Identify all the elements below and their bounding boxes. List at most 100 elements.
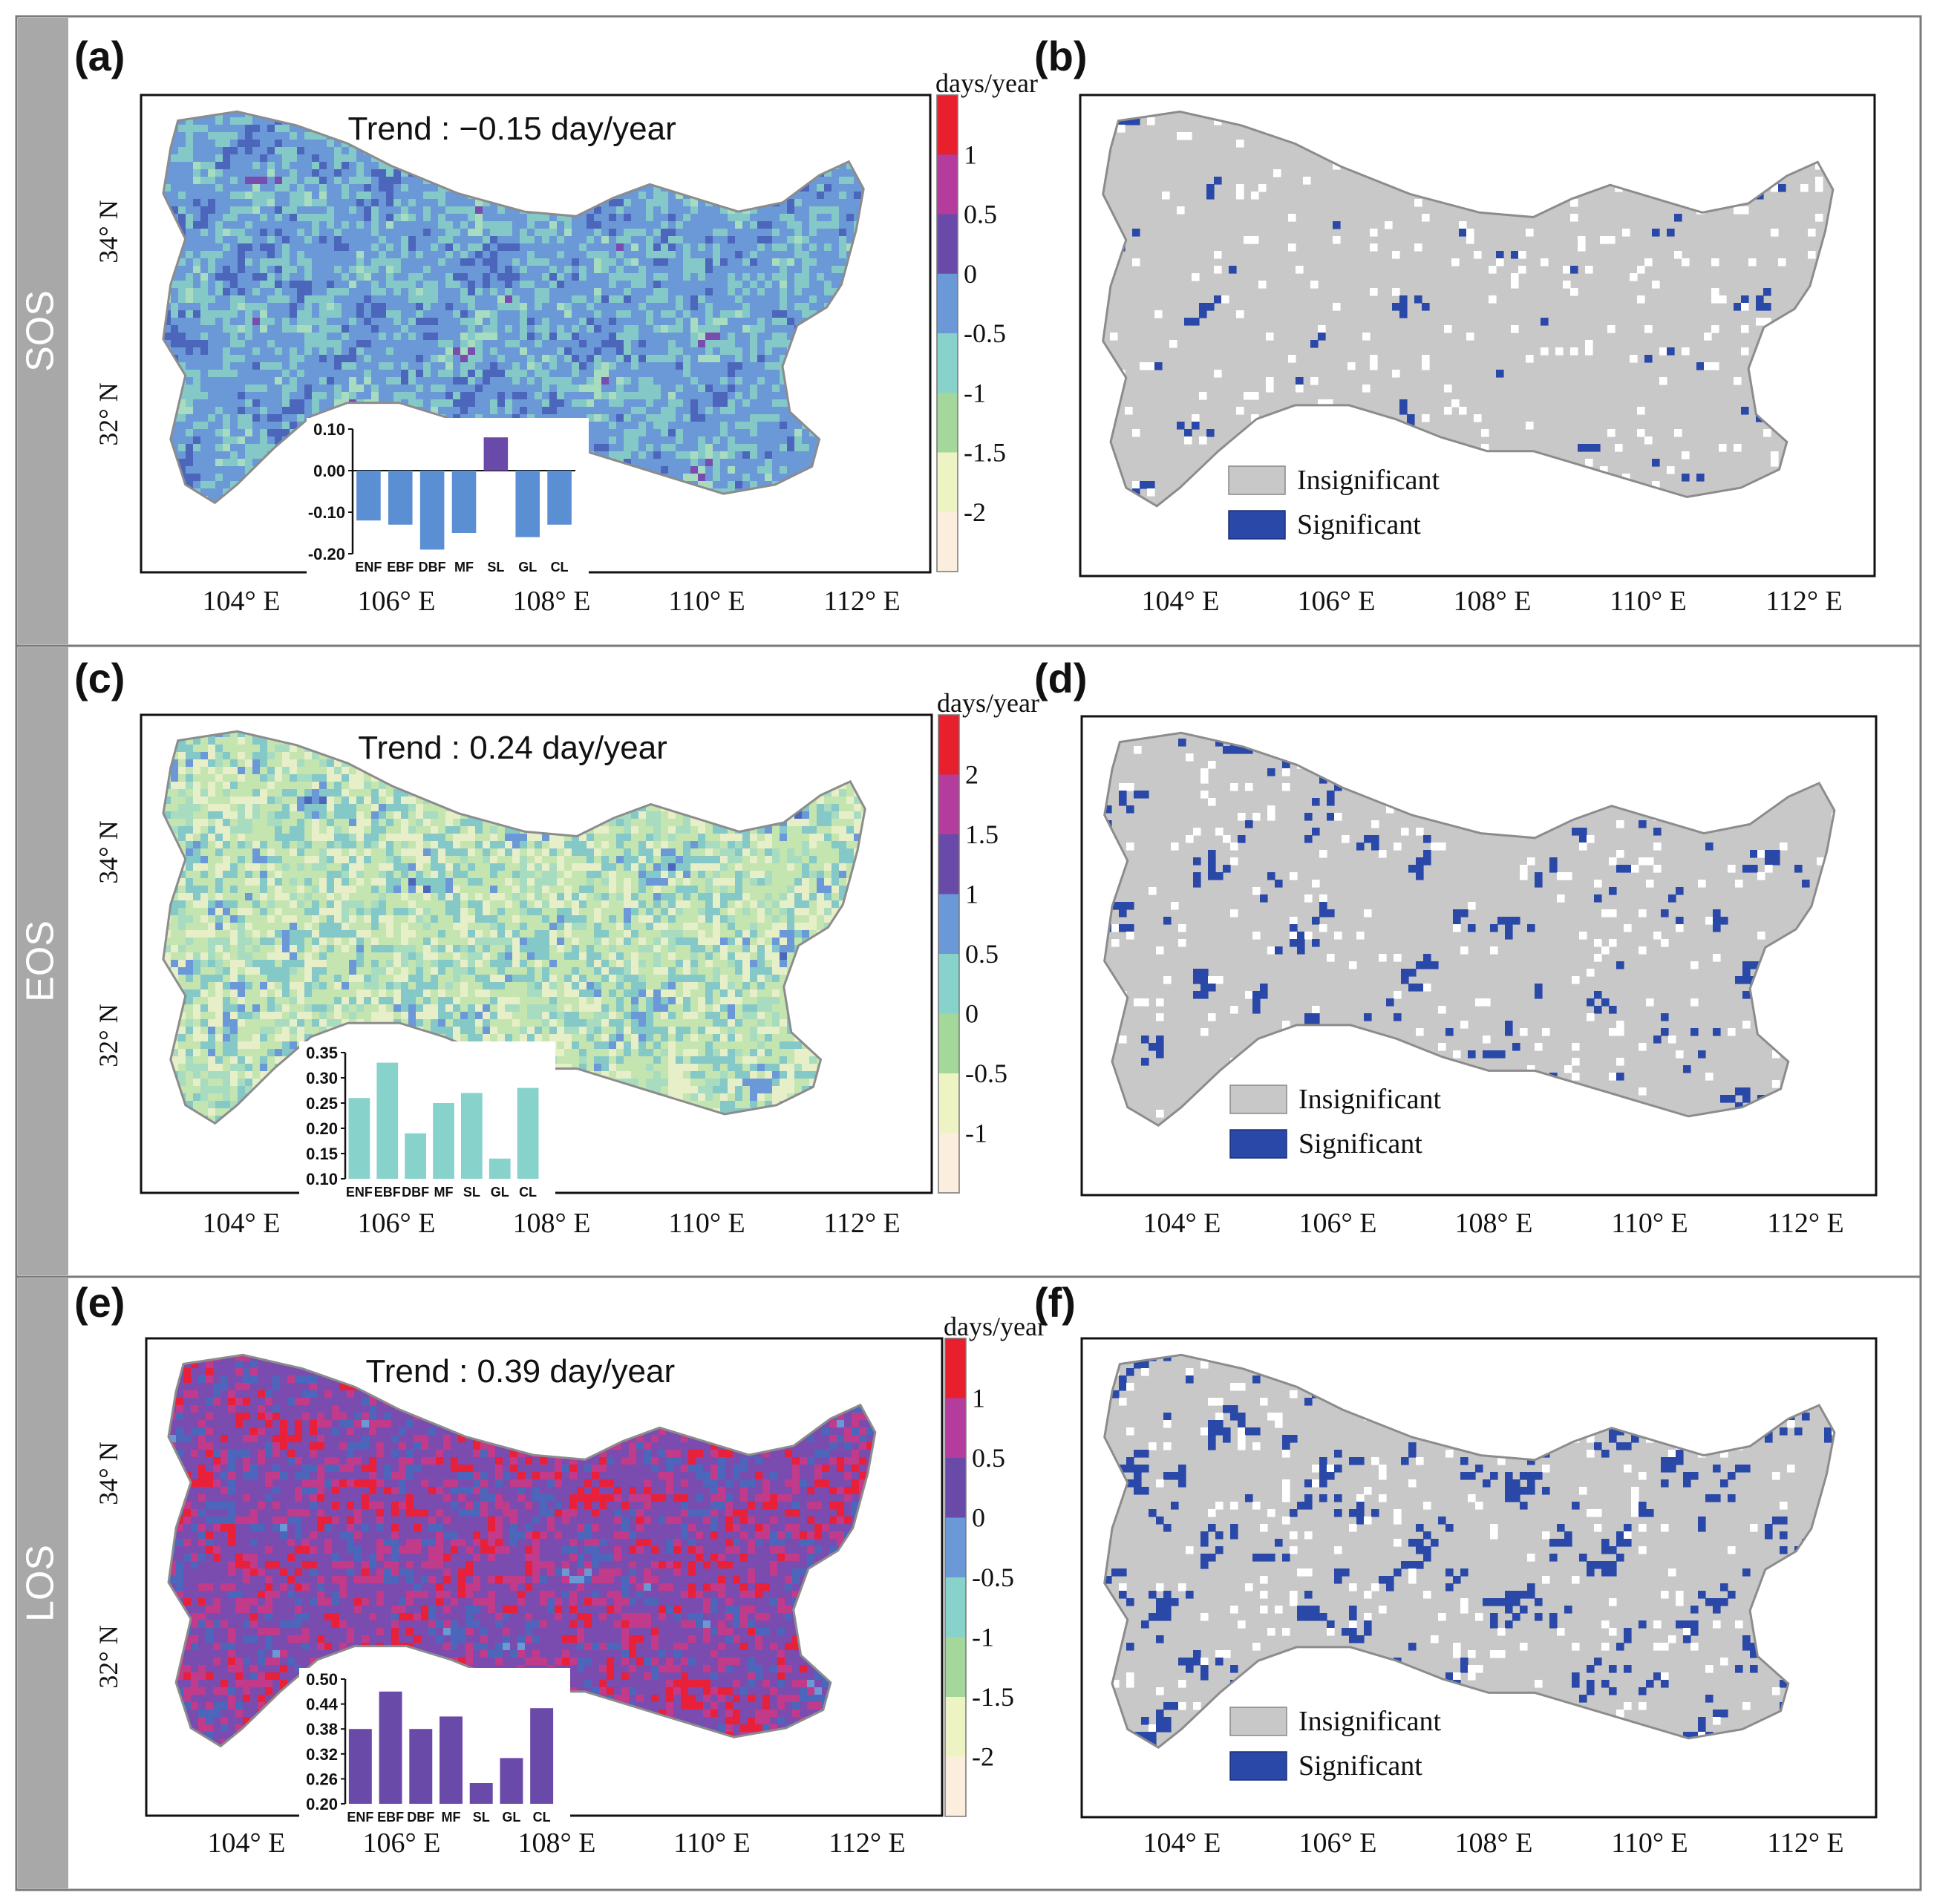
trend-map-cell <box>342 281 350 289</box>
trend-map-cell <box>772 340 780 348</box>
trend-map-cell <box>676 370 684 378</box>
trend-map-cell <box>490 236 498 244</box>
trend-map-cell <box>854 184 862 192</box>
trend-map-cell <box>705 310 713 318</box>
trend-map-cell <box>646 399 654 408</box>
trend-map-cell <box>186 273 194 281</box>
trend-map-cell <box>334 303 342 311</box>
trend-map-cell <box>186 258 194 266</box>
trend-map-cell <box>230 370 238 378</box>
trend-map-cell <box>423 303 431 311</box>
trend-map-cell <box>765 295 773 304</box>
trend-map-cell <box>282 392 290 400</box>
trend-map-cell <box>312 399 320 408</box>
trend-map-cell <box>750 295 758 304</box>
trend-map-cell <box>742 310 751 318</box>
trend-map-cell <box>742 229 751 237</box>
trend-map-cell <box>653 295 661 304</box>
trend-map-cell <box>186 295 194 304</box>
trend-map-cell <box>223 466 231 474</box>
trend-map-cell <box>497 347 506 356</box>
trend-map-cell <box>282 125 290 133</box>
trend-map-cell <box>230 333 238 341</box>
trend-map-cell <box>364 258 372 266</box>
trend-map-cell <box>549 273 558 281</box>
trend-map-cell <box>171 154 179 163</box>
trend-map-cell <box>386 325 394 333</box>
trend-map-cell <box>252 199 261 207</box>
trend-map-cell <box>327 273 335 281</box>
trend-map-cell <box>846 243 855 252</box>
trend-map-cell <box>334 399 342 408</box>
trend-map-cell <box>475 318 483 326</box>
trend-map-cell <box>453 192 461 200</box>
trend-map-cell <box>624 385 632 393</box>
trend-map-cell <box>208 147 216 155</box>
trend-map-cell <box>334 288 342 296</box>
trend-map-cell <box>223 206 231 215</box>
trend-map-cell <box>705 407 713 415</box>
trend-map-cell <box>186 117 194 125</box>
trend-map-cell <box>646 370 654 378</box>
trend-map-cell <box>371 385 379 393</box>
trend-map-cell <box>445 347 454 356</box>
trend-map-cell <box>594 310 602 318</box>
trend-map-cell <box>527 355 535 363</box>
trend-map-cell <box>252 370 261 378</box>
trend-map-cell <box>646 214 654 222</box>
trend-map-cell <box>267 407 275 415</box>
trend-map-cell <box>200 414 209 422</box>
trend-map-cell <box>824 288 832 296</box>
trend-map-cell <box>371 206 379 215</box>
trend-map-cell <box>549 281 558 289</box>
trend-map-cell <box>319 221 327 229</box>
trend-map-cell <box>475 199 483 207</box>
trend-map-cell <box>304 147 313 155</box>
trend-map-cell <box>646 251 654 259</box>
trend-map-cell <box>416 340 424 348</box>
trend-map-cell <box>520 325 528 333</box>
trend-map-cell <box>631 258 639 266</box>
trend-map-cell <box>252 162 261 170</box>
trend-map-cell <box>297 399 305 408</box>
trend-map-cell <box>438 303 446 311</box>
trend-map-cell <box>193 399 201 408</box>
trend-map-cell <box>557 347 565 356</box>
trend-map-cell <box>683 347 691 356</box>
trend-map-cell <box>572 325 580 333</box>
trend-map-cell <box>780 251 788 259</box>
trend-map-cell <box>334 362 342 370</box>
trend-map-cell <box>223 422 231 430</box>
trend-map-cell <box>416 199 424 207</box>
trend-map-cell <box>275 206 283 215</box>
trend-map-cell <box>178 117 186 125</box>
trend-map-cell <box>728 273 736 281</box>
trend-map-cell <box>200 295 209 304</box>
trend-map-cell <box>342 206 350 215</box>
trend-map-cell <box>750 436 758 445</box>
trend-map-cell <box>260 258 268 266</box>
trend-map-cell <box>215 177 223 185</box>
trend-map-cell <box>661 385 669 393</box>
trend-map-cell <box>757 340 765 348</box>
trend-map-cell <box>186 407 194 415</box>
trend-map-cell <box>720 206 728 215</box>
trend-map-cell <box>683 385 691 393</box>
trend-map-cell <box>475 206 483 215</box>
trend-map-cell <box>230 206 238 215</box>
trend-map-cell <box>668 333 676 341</box>
trend-map-cell <box>416 399 424 408</box>
trend-map-cell <box>802 281 810 289</box>
trend-map-cell <box>200 310 209 318</box>
trend-map-cell <box>787 422 795 430</box>
trend-map-cell <box>750 288 758 296</box>
trend-map-cell <box>282 370 290 378</box>
trend-map-cell <box>327 347 335 356</box>
trend-map-cell <box>839 251 847 259</box>
trend-map-cell <box>490 333 498 341</box>
trend-map-cell <box>208 199 216 207</box>
trend-map-cell <box>423 258 431 266</box>
trend-map-cell <box>624 288 632 296</box>
trend-map-cell <box>252 318 261 326</box>
